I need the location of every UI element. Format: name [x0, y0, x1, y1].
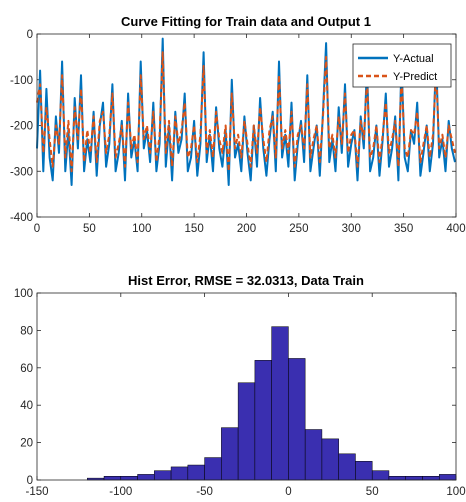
- hist-bar: [187, 464, 205, 481]
- line-xtick-label: 0: [34, 223, 40, 235]
- hist-bar: [288, 358, 306, 481]
- line-xtick-label: 100: [132, 223, 151, 235]
- line-series-group: [36, 37, 456, 186]
- hist-xtick-label: 0: [285, 486, 291, 498]
- hist-bar: [422, 476, 440, 481]
- line-subplot: Curve Fitting for Train data and Output …: [10, 14, 466, 235]
- hist-bar: [371, 470, 390, 481]
- hist-ytick-label: 60: [20, 363, 33, 375]
- line-axis-ticks: 0 50 100 150 200 250 300 350 400 0 -100 -200 -300 -40…: [10, 29, 466, 235]
- line-xtick-label: 200: [237, 223, 256, 235]
- series-line-y-predict: [36, 51, 456, 173]
- hist-chart-title: Hist Error, RMSE = 32.0313, Data Train: [128, 273, 364, 288]
- hist-bar: [170, 466, 189, 481]
- line-ytick-label: -200: [10, 121, 33, 133]
- hist-xtick-label: -100: [109, 486, 132, 498]
- hist-bar: [338, 453, 356, 481]
- hist-xtick-label: 50: [366, 486, 379, 498]
- line-plot-frame: [36, 33, 457, 218]
- hist-plot-frame: [36, 292, 457, 481]
- hist-subplot: Hist Error, RMSE = 32.0313, Data Train -…: [14, 273, 466, 498]
- hist-bar: [103, 476, 122, 481]
- line-ytick-label: -400: [10, 212, 33, 224]
- hist-bar: [154, 470, 172, 481]
- line-ytick-label: -100: [10, 75, 33, 87]
- hist-bar: [355, 461, 373, 481]
- hist-ytick-label: 20: [20, 438, 33, 450]
- line-xtick-label: 400: [446, 223, 465, 235]
- line-chart-title: Curve Fitting for Train data and Output …: [121, 14, 371, 29]
- line-xtick-label: 250: [289, 223, 308, 235]
- line-xtick-label: 350: [394, 223, 413, 235]
- hist-bar: [237, 382, 256, 481]
- line-ytick-label: 0: [27, 29, 33, 41]
- hist-ytick-label: 80: [20, 325, 33, 337]
- line-xtick-label: 50: [83, 223, 96, 235]
- hist-ytick-label: 100: [14, 288, 33, 300]
- hist-bar: [271, 326, 289, 481]
- legend-box: [352, 43, 452, 88]
- line-ytick-label: -300: [10, 166, 33, 178]
- hist-ytick-label: 0: [27, 475, 33, 487]
- hist-bar: [388, 476, 406, 481]
- hist-bar: [204, 457, 222, 481]
- legend-predict-label: Y-Predict: [393, 71, 437, 83]
- hist-bar: [405, 476, 423, 481]
- hist-ytick-label: 40: [20, 400, 33, 412]
- hist-bar: [438, 474, 457, 481]
- hist-bar: [221, 427, 239, 481]
- legend-actual-label: Y-Actual: [393, 53, 434, 65]
- hist-bar: [304, 429, 323, 481]
- hist-bar: [254, 360, 272, 481]
- hist-bar: [321, 438, 339, 481]
- line-xtick-label: 150: [185, 223, 204, 235]
- line-xtick-label: 300: [342, 223, 361, 235]
- hist-bar: [120, 476, 138, 481]
- line-legend: Y-Actual Y-Predict: [352, 43, 452, 88]
- hist-bar: [137, 474, 155, 481]
- hist-xtick-label: -50: [196, 486, 213, 498]
- hist-xtick-label: -150: [25, 486, 48, 498]
- hist-xtick-label: 100: [446, 486, 465, 498]
- hist-axis-ticks: -150 -100 -50 0 50 100 0 20 40 60 80 100: [14, 288, 466, 498]
- hist-bars-group: [87, 326, 457, 481]
